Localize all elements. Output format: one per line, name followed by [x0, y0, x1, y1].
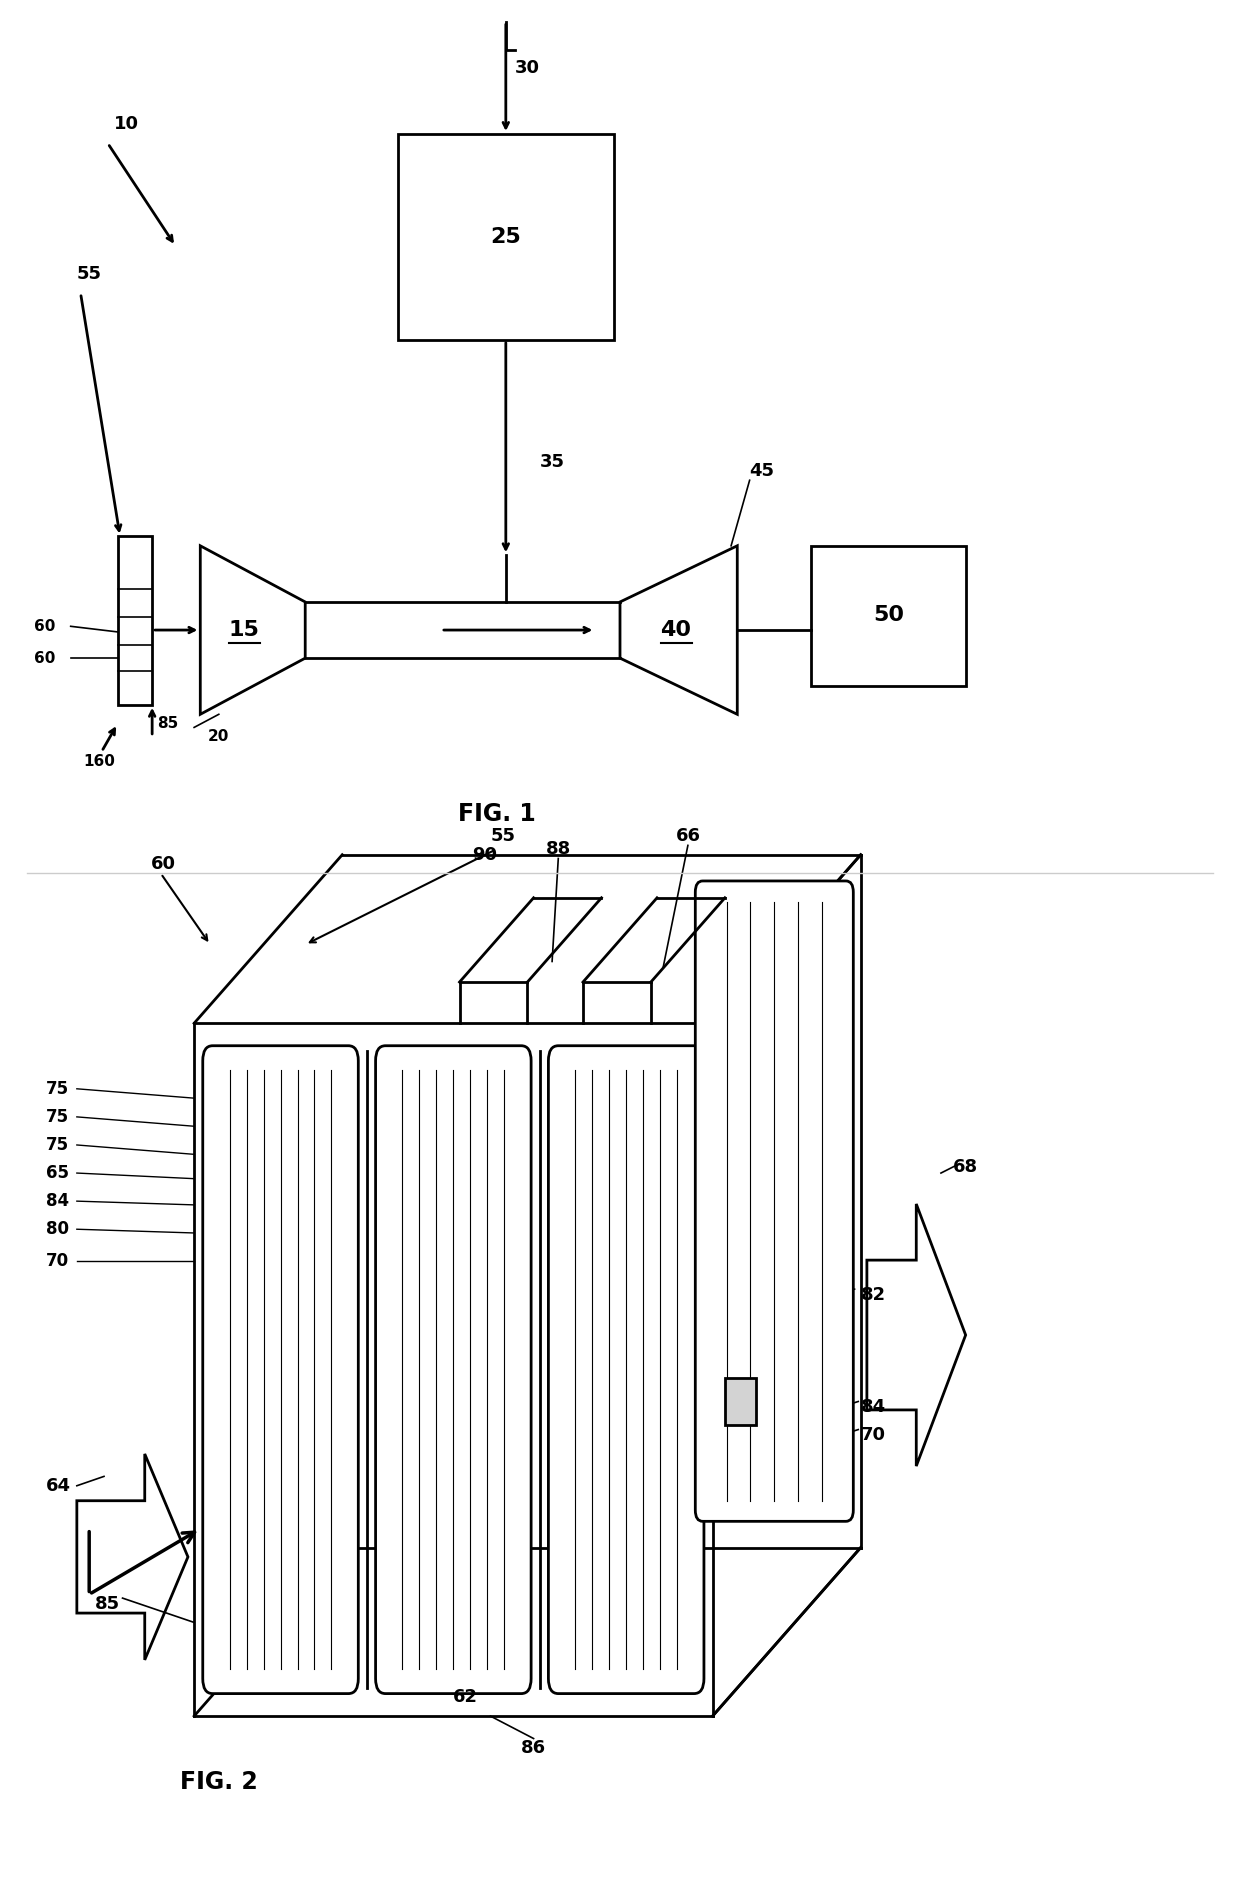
- Text: 70: 70: [46, 1253, 69, 1270]
- Text: 160: 160: [83, 753, 115, 768]
- Text: 88: 88: [546, 839, 570, 858]
- Text: 60: 60: [33, 650, 55, 665]
- Text: 60: 60: [151, 854, 176, 873]
- Text: 68: 68: [954, 1159, 978, 1176]
- Bar: [725, 1378, 756, 1425]
- Text: 10: 10: [114, 115, 139, 133]
- Text: 90: 90: [471, 845, 497, 864]
- FancyBboxPatch shape: [548, 1046, 704, 1694]
- Text: 64: 64: [46, 1476, 71, 1495]
- Text: FIG. 2: FIG. 2: [180, 1769, 258, 1793]
- Text: 85: 85: [157, 716, 179, 731]
- Text: 86: 86: [521, 1739, 546, 1758]
- Text: 35: 35: [539, 453, 564, 471]
- Bar: [398, 133, 614, 340]
- Text: FIG. 1: FIG. 1: [458, 802, 536, 826]
- Text: 20: 20: [207, 729, 229, 744]
- Text: 75: 75: [46, 1080, 69, 1099]
- FancyBboxPatch shape: [696, 881, 853, 1521]
- Text: 55: 55: [490, 826, 516, 845]
- Text: 25: 25: [491, 227, 521, 246]
- Text: 40: 40: [660, 620, 691, 640]
- Text: 66: 66: [676, 826, 701, 845]
- Text: 84: 84: [46, 1193, 69, 1209]
- Text: 82: 82: [861, 1286, 885, 1303]
- Text: 84: 84: [861, 1397, 885, 1416]
- Text: 15: 15: [228, 620, 259, 640]
- Text: 45: 45: [750, 462, 775, 481]
- Text: 70: 70: [861, 1425, 885, 1444]
- FancyBboxPatch shape: [376, 1046, 531, 1694]
- Text: 50: 50: [874, 605, 905, 625]
- Text: 55: 55: [77, 265, 102, 284]
- Text: 60: 60: [33, 620, 55, 633]
- Bar: [811, 546, 966, 685]
- Text: 75: 75: [46, 1136, 69, 1153]
- Text: 30: 30: [515, 60, 541, 77]
- Text: 65: 65: [46, 1164, 69, 1181]
- Bar: [118, 537, 153, 704]
- Text: 80: 80: [46, 1221, 69, 1238]
- Text: 75: 75: [46, 1108, 69, 1127]
- Text: 62: 62: [453, 1688, 479, 1707]
- Text: 85: 85: [95, 1594, 120, 1613]
- FancyBboxPatch shape: [203, 1046, 358, 1694]
